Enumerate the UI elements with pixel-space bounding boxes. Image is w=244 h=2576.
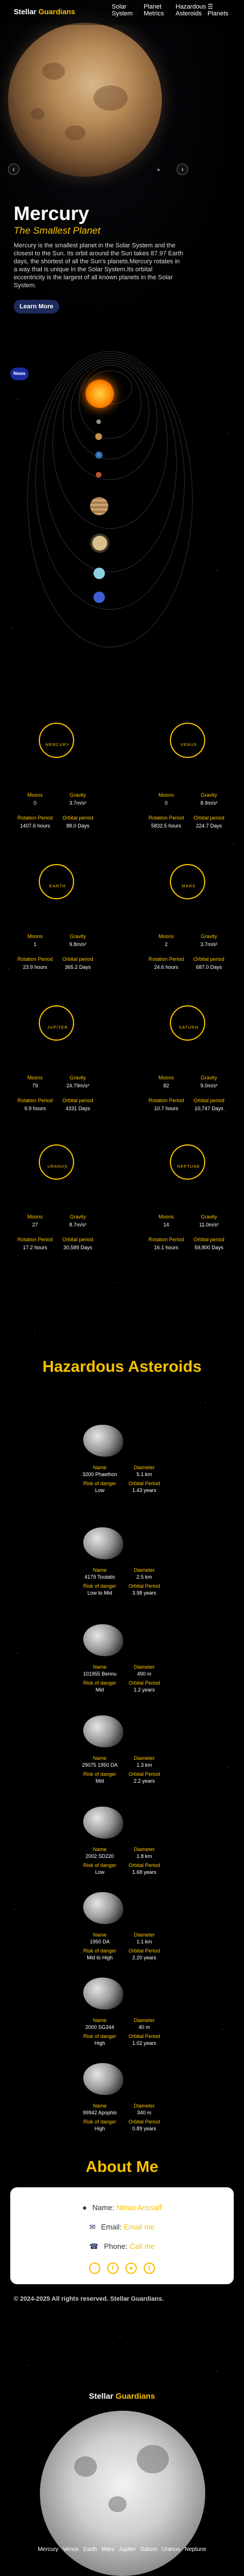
asteroid-image xyxy=(83,1527,123,1559)
about-name-value: Nimat Anssalf xyxy=(116,2203,162,2212)
sun-icon[interactable] xyxy=(86,380,114,408)
hero-section: ‹ › Mercury The Smallest Planet Mercury … xyxy=(0,0,244,336)
asteroid-card: Name Diameter 1950 DA 1.1 km Risk of danger O… xyxy=(80,1892,164,1978)
solar-system-section xyxy=(0,351,244,695)
copyright-text: © 2024-2025 All rights reserved. Stellar… xyxy=(14,2296,164,2302)
asteroid-card: Name Diameter 29075 1950 DA 1.3 km Risk of d… xyxy=(80,1715,164,1801)
brand-logo[interactable]: Stellar Guardians xyxy=(14,7,75,16)
planet-ring-icon: SATURN xyxy=(170,1005,205,1041)
star-decoration xyxy=(114,1282,115,1283)
asteroid-card: Name Diameter 2002 SD220 1.8 km Risk of dang… xyxy=(80,1807,164,1892)
nav-link-planets[interactable]: ☰ Planets xyxy=(208,3,229,17)
planet-ring-icon: URANUS xyxy=(39,1144,74,1180)
footer-link-jupiter[interactable]: Jupiter xyxy=(119,2546,136,2553)
user-icon: ● xyxy=(82,2203,87,2212)
about-card: ● Name: Nimat Anssalf ✉ Email: Email me … xyxy=(10,2187,234,2284)
planet-uranus-icon[interactable] xyxy=(93,568,105,579)
planet-earth-icon[interactable] xyxy=(95,451,103,459)
about-email-row: ✉ Email: Email me xyxy=(89,2223,155,2231)
nav-link-hazardous-asteroids[interactable]: Hazardous Asteroids xyxy=(176,3,206,17)
asteroid-card: Name Diameter 2000 SG344 40 m Risk of danger… xyxy=(80,1978,164,2063)
brand-text-a: Stellar xyxy=(14,7,36,16)
footer-link-neptune[interactable]: Neptune xyxy=(185,2546,206,2553)
planet-ring-icon: NEPTUNE xyxy=(170,1144,205,1180)
navbar: Stellar Guardians Solar System Planet Me… xyxy=(0,0,244,25)
learn-more-button[interactable]: Learn More xyxy=(14,300,59,313)
planet-mercury-icon[interactable] xyxy=(96,419,101,424)
carousel-dot[interactable] xyxy=(157,169,160,171)
asteroid-image xyxy=(83,1892,123,1924)
asteroid-card: Name Diameter 99942 Apophis 340 m Risk of da… xyxy=(80,2063,164,2149)
news-badge[interactable]: News xyxy=(10,368,29,380)
mercury-image xyxy=(8,23,162,177)
page-subtitle: The Smallest Planet xyxy=(14,225,101,236)
asteroid-image xyxy=(83,1978,123,2010)
planet-ring-icon: VENUS xyxy=(170,723,205,758)
about-title: About Me xyxy=(86,2158,158,2175)
social-links: ○ f ● t xyxy=(10,2263,234,2274)
star-decoration xyxy=(205,1402,206,1403)
planet-description: Mercury is the smallest planet in the So… xyxy=(14,242,184,289)
about-name-row: ● Name: Nimat Anssalf xyxy=(82,2203,162,2212)
asteroid-card: Name Diameter 4179 Toutatis 2.5 km Risk of d… xyxy=(80,1527,164,1613)
planet-ring-icon: MERCURY xyxy=(39,723,74,758)
brand-text-b: Guardians xyxy=(38,7,75,16)
nav-links: Solar System Planet Metrics Hazardous As… xyxy=(112,3,233,17)
star-decoration xyxy=(225,1111,226,1112)
footer-link-venus[interactable]: Venus xyxy=(63,2546,79,2553)
star-decoration xyxy=(17,399,18,400)
planet-ring-icon: JUPITER xyxy=(39,1005,74,1041)
asteroid-card: Name Diameter 101955 Bennu 490 m Risk of dan… xyxy=(80,1624,164,1710)
planet-saturn-icon[interactable] xyxy=(92,536,107,551)
email-icon: ✉ xyxy=(89,2223,96,2231)
footer-link-uranus[interactable]: Uranus xyxy=(161,2546,180,2553)
nav-link-planet-metrics[interactable]: Planet Metrics xyxy=(144,3,164,17)
footer-brand[interactable]: Stellar Guardians xyxy=(89,2391,155,2400)
star-decoration xyxy=(14,1909,15,1910)
asteroid-card: Name Diameter 3200 Phaethon 5.1 km Risk of d… xyxy=(80,1425,164,1510)
asteroids-title: Hazardous Asteroids xyxy=(42,1358,202,1375)
moon-image xyxy=(40,2411,205,2576)
facebook-icon[interactable]: f xyxy=(107,2263,119,2274)
about-phone-row: ☎ Phone: Call me xyxy=(89,2242,155,2251)
planet-neptune-icon[interactable] xyxy=(93,592,105,603)
planet-mars-icon[interactable] xyxy=(96,472,101,478)
footer-link-saturn[interactable]: Saturn xyxy=(140,2546,157,2553)
footer-link-mars[interactable]: Mars xyxy=(101,2546,115,2553)
planet-venus-icon[interactable] xyxy=(95,433,102,440)
prev-arrow-icon[interactable]: ‹ xyxy=(8,164,19,175)
next-arrow-icon[interactable]: › xyxy=(177,164,188,175)
instagram-icon[interactable]: ○ xyxy=(89,2263,100,2274)
planet-jupiter-icon[interactable] xyxy=(90,497,108,515)
asteroid-image xyxy=(83,1425,123,1457)
twitter-icon[interactable]: t xyxy=(144,2263,155,2274)
email-link[interactable]: Email me xyxy=(124,2223,155,2231)
asteroid-image xyxy=(83,1807,123,1839)
footer-links: Mercury Venus Earth Mars Jupiter Saturn … xyxy=(0,2546,244,2553)
asteroid-image xyxy=(83,1624,123,1656)
footer-link-earth[interactable]: Earth xyxy=(83,2546,97,2553)
asteroid-image xyxy=(83,1715,123,1747)
planet-ring-icon: MARS xyxy=(170,864,205,899)
asteroid-image xyxy=(83,2063,123,2095)
footer-link-mercury[interactable]: Mercury xyxy=(38,2546,59,2553)
phone-icon: ☎ xyxy=(89,2242,99,2251)
planet-ring-icon: EARTH xyxy=(39,864,74,899)
star-decoration xyxy=(228,433,229,434)
phone-link[interactable]: Call me xyxy=(129,2242,155,2251)
github-icon[interactable]: ● xyxy=(125,2263,137,2274)
page-title: Mercury xyxy=(14,203,90,225)
nav-link-solar-system[interactable]: Solar System xyxy=(112,3,133,17)
